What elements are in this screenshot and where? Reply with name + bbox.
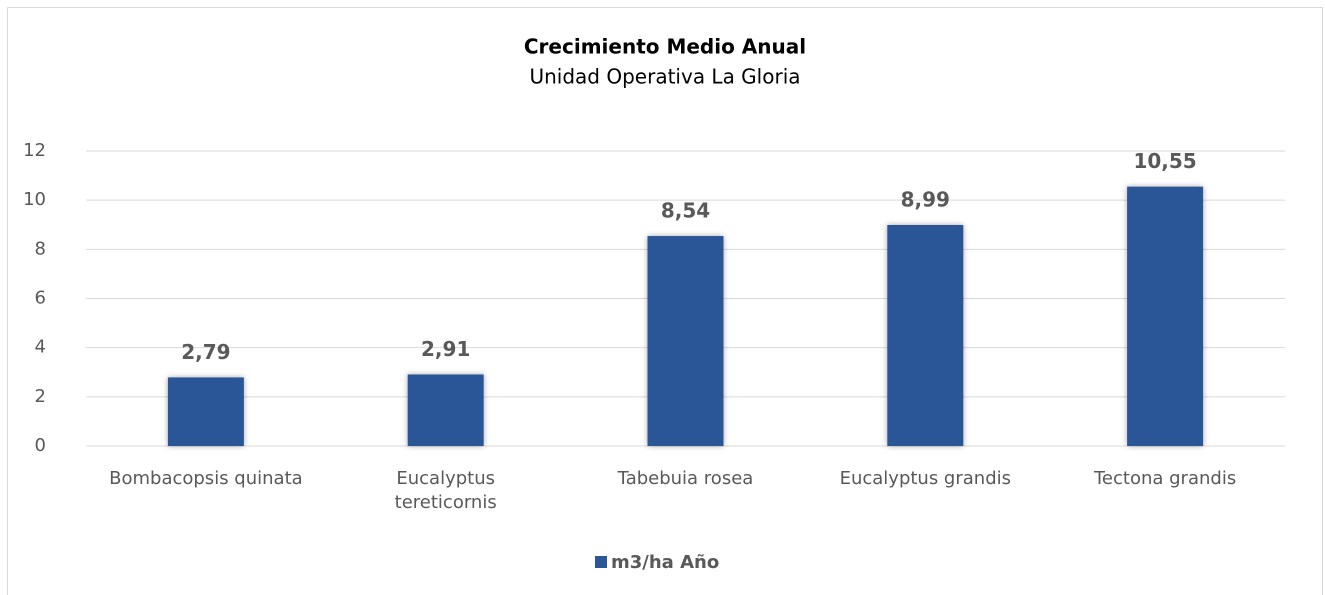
- y-tick-label: 12: [23, 140, 46, 161]
- bar: [887, 224, 964, 446]
- x-tick-label: Eucalyptus grandis: [839, 468, 1011, 489]
- bar: [647, 236, 724, 446]
- y-tick-label: 4: [35, 337, 46, 358]
- chart-title: Crecimiento Medio Anual: [524, 35, 806, 59]
- legend-swatch: [595, 556, 607, 568]
- data-label: 2,91: [421, 337, 470, 361]
- y-tick-label: 10: [23, 189, 46, 210]
- chart-border: [7, 7, 1323, 595]
- x-tick-label: Eucalyptus tereticornis: [394, 468, 497, 513]
- data-label: 8,99: [901, 187, 950, 211]
- data-label: 10,55: [1133, 149, 1196, 173]
- bar: [407, 374, 484, 446]
- bar: [167, 377, 244, 446]
- chart-subtitle: Unidad Operativa La Gloria: [529, 65, 800, 89]
- x-tick-label: Tabebuia rosea: [617, 468, 754, 489]
- y-tick-label: 6: [35, 288, 46, 309]
- data-label: 2,79: [181, 340, 230, 364]
- bar: [1127, 186, 1204, 447]
- y-tick-label: 2: [35, 386, 46, 407]
- y-tick-label: 0: [35, 435, 46, 456]
- x-tick-label: Tectona grandis: [1093, 468, 1237, 489]
- x-tick-label: Bombacopsis quinata: [109, 468, 303, 489]
- y-tick-label: 8: [35, 238, 46, 259]
- legend-label: m3/ha Año: [611, 552, 719, 573]
- data-label: 8,54: [661, 199, 710, 223]
